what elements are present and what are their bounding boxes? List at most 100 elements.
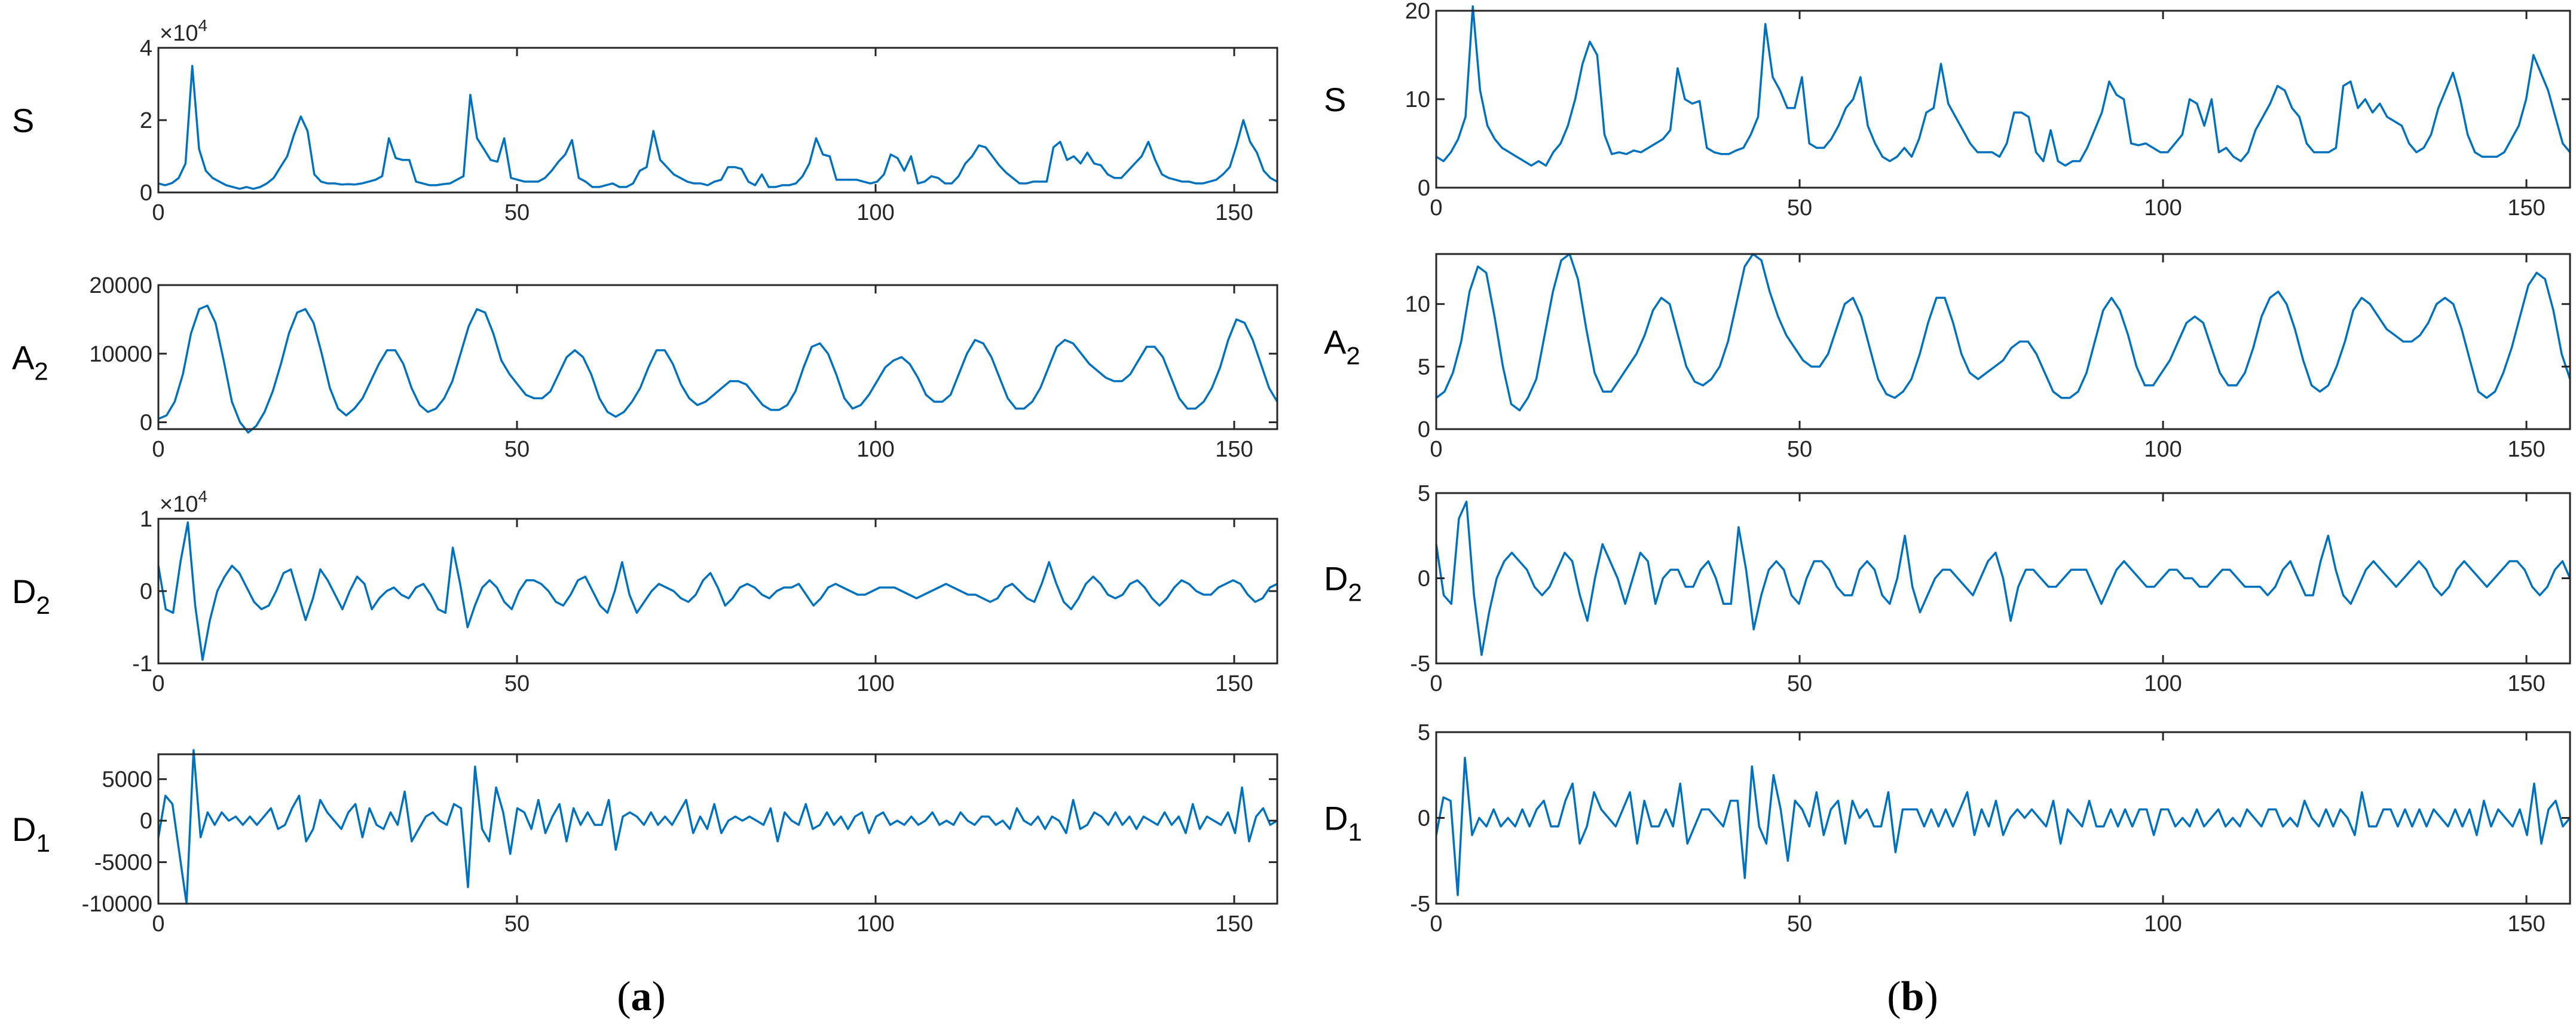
y-axis-label: S <box>1324 81 1346 118</box>
x-tick-label: 150 <box>2507 195 2545 221</box>
axis-exponent: ×104 <box>160 16 207 46</box>
y-tick-label: 2 <box>140 108 152 133</box>
caption-a-open: ( <box>617 974 631 1020</box>
series-line <box>158 65 1278 190</box>
axes-frame <box>1435 253 2571 430</box>
x-tick-label: 150 <box>1215 200 1253 225</box>
x-tick-label: 100 <box>2144 195 2182 221</box>
y-axis-label: D1 <box>1324 800 1362 846</box>
x-tick-label: 0 <box>152 437 164 462</box>
x-tick-label: 150 <box>1215 437 1253 462</box>
x-tick-label: 0 <box>1430 671 1442 696</box>
y-axis-label-base: D <box>1324 560 1348 598</box>
caption-b-close: ) <box>1924 974 1938 1020</box>
y-axis-label-base: D <box>1324 800 1348 837</box>
y-axis-label: A2 <box>1324 323 1360 370</box>
x-tick-label: 50 <box>504 437 530 462</box>
axes-frame <box>157 47 1278 194</box>
axis-exponent-base: ×10 <box>160 21 198 46</box>
x-tick-label: 150 <box>1215 671 1253 696</box>
axes-frame <box>157 518 1278 665</box>
series-line <box>1435 253 2571 412</box>
y-axis-label: D1 <box>12 810 50 857</box>
y-tick-label: 0 <box>140 579 152 604</box>
x-tick-label: 100 <box>856 437 894 462</box>
y-tick-label: 10 <box>1405 87 1430 112</box>
axis-exponent: ×104 <box>160 487 207 517</box>
y-axis-label-base: D <box>12 573 36 610</box>
y-tick-label: 4 <box>140 36 152 61</box>
axis-exponent-base: ×10 <box>160 492 198 517</box>
y-tick-label: -1 <box>132 651 152 677</box>
axes-frame <box>157 284 1278 430</box>
x-tick-label: 150 <box>2507 437 2545 462</box>
y-axis-label: D2 <box>1324 560 1362 607</box>
subplot-a-d1: 0 50 100 150 -10000 -5000 0 5000 D1 <box>12 749 1278 937</box>
series-line <box>1436 5 2571 167</box>
y-tick-label: 5 <box>1418 481 1430 506</box>
x-tick-label: 100 <box>2144 437 2182 462</box>
axis-exponent-power: 4 <box>198 16 207 35</box>
series-line <box>157 749 1278 905</box>
x-tick-label: 100 <box>856 671 894 696</box>
y-axis-label-sub: 2 <box>36 591 50 619</box>
y-axis-label: A2 <box>12 339 48 386</box>
y-axis-label-base: S <box>12 102 34 139</box>
x-tick-label: 0 <box>152 671 164 696</box>
x-tick-label: 50 <box>1787 437 1812 462</box>
y-axis-label-base: D <box>12 810 36 848</box>
y-axis-label-sub: 2 <box>1348 579 1362 607</box>
y-tick-label: -5 <box>1410 892 1430 917</box>
y-tick-label: 20000 <box>89 273 152 298</box>
y-tick-label: 5 <box>1418 354 1430 380</box>
subplot-b-s: 0 50 100 150 0 10 20 S <box>1324 0 2571 221</box>
x-tick-label: 150 <box>1215 911 1253 937</box>
axes-frame <box>157 753 1278 905</box>
y-tick-label: 0 <box>1418 176 1430 201</box>
x-tick-label: 50 <box>504 200 530 225</box>
y-axis-label-sub: 1 <box>36 829 50 857</box>
x-tick-label: 150 <box>2507 911 2545 937</box>
y-tick-label: 0 <box>1418 806 1430 831</box>
subplot-a-a2: 0 50 100 150 0 10000 20000 A2 <box>12 273 1278 462</box>
x-tick-label: 0 <box>152 200 164 225</box>
x-tick-label: 50 <box>1787 195 1812 221</box>
y-axis-label-base: A <box>1324 323 1347 361</box>
axes-frame <box>1435 10 2571 189</box>
x-tick-label: 50 <box>1787 911 1812 937</box>
caption-b-open: ( <box>1887 974 1901 1020</box>
series-line <box>1435 500 2571 656</box>
y-tick-label: 1 <box>140 507 152 532</box>
x-tick-label: 100 <box>856 911 894 937</box>
series-line <box>158 304 1278 434</box>
x-tick-label: 0 <box>152 911 164 937</box>
y-tick-label: -5 <box>1410 651 1430 677</box>
series-line <box>157 521 1278 661</box>
subplot-b-a2: 0 50 100 150 0 5 10 A2 <box>1324 253 2571 462</box>
axes-frame <box>1435 731 2571 905</box>
caption-b-letter: b <box>1901 974 1925 1020</box>
y-axis-label-sub: 1 <box>1348 818 1362 846</box>
y-tick-label: 0 <box>1418 417 1430 442</box>
y-axis-label-base: S <box>1324 81 1346 118</box>
x-tick-label: 100 <box>2144 671 2182 696</box>
x-tick-label: 150 <box>2507 671 2545 696</box>
y-tick-label: 5 <box>1418 720 1430 745</box>
caption-a-close: ) <box>652 974 666 1020</box>
y-tick-label: 0 <box>140 180 152 206</box>
caption-a-letter: a <box>631 974 652 1020</box>
y-tick-label: 10 <box>1405 292 1430 317</box>
y-tick-label: 0 <box>140 809 152 834</box>
x-tick-label: 0 <box>1430 437 1442 462</box>
series-line <box>1435 757 2571 897</box>
x-tick-label: 100 <box>2144 911 2182 937</box>
x-tick-label: 0 <box>1430 911 1442 937</box>
x-tick-label: 0 <box>1430 195 1442 221</box>
y-axis-label: D2 <box>12 573 50 619</box>
y-axis-label: S <box>12 102 34 139</box>
y-tick-label: 20 <box>1405 0 1430 24</box>
